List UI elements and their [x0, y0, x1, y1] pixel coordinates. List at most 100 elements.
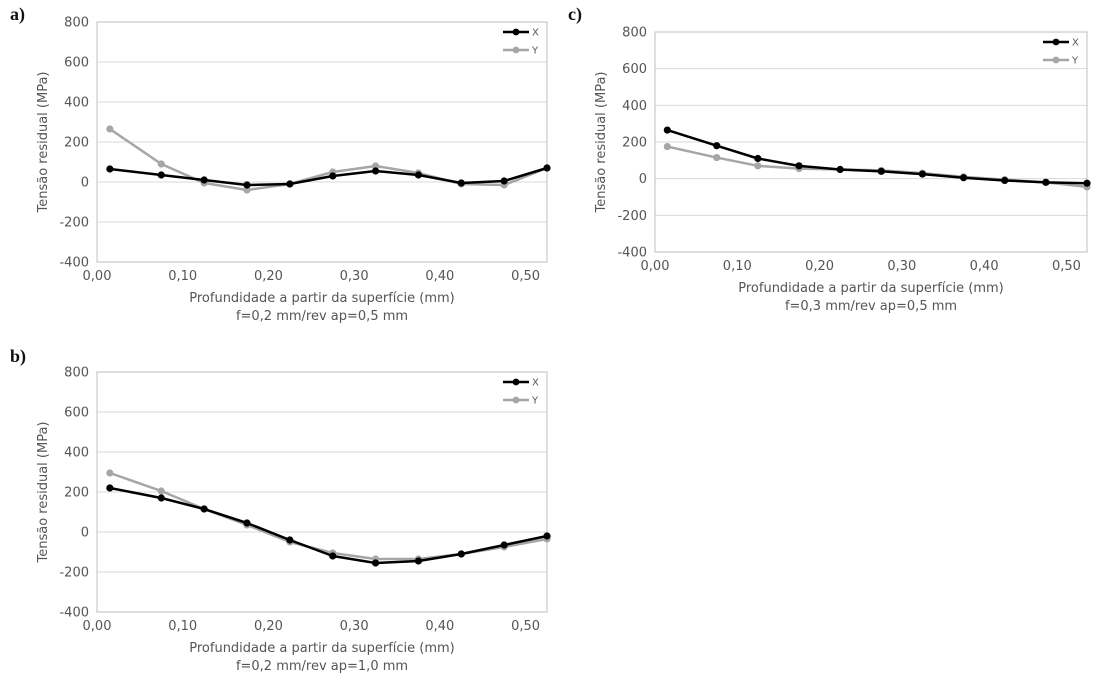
data-point-x	[106, 484, 114, 492]
data-point-x	[1001, 176, 1009, 185]
y-tick-label: 200	[64, 486, 89, 501]
y-tick-label: 0	[81, 176, 89, 191]
chart-subtitle: f=0,2 mm/rev ap=1,0 mm	[236, 659, 408, 674]
chart-subtitle: f=0,3 mm/rev ap=0,5 mm	[785, 299, 957, 314]
data-point-y	[713, 153, 721, 162]
data-point-y	[106, 469, 114, 477]
legend-marker-x	[512, 28, 520, 36]
chart-panel-b: b) -400 -200 0 200 400 600 800 0,00 0,10 0,20 0,30 0…	[10, 346, 551, 674]
data-point-x	[414, 557, 423, 565]
x-tick-label: 0,10	[168, 269, 197, 284]
data-point-x	[329, 552, 337, 560]
data-point-x	[500, 177, 508, 185]
data-point-x	[243, 181, 251, 189]
legend-marker-x	[512, 378, 520, 386]
data-point-x	[200, 176, 208, 184]
y-tick-label: 600	[64, 406, 89, 421]
legend-label: X	[1072, 38, 1079, 49]
x-tick-label: 0,20	[254, 269, 283, 284]
data-point-x	[371, 167, 380, 175]
data-point-x	[543, 164, 551, 172]
legend-label: Y	[531, 46, 539, 57]
y-tick-label: 200	[622, 136, 647, 151]
y-tick-label: 0	[639, 172, 647, 187]
legend-label: Y	[531, 396, 539, 407]
data-point-x	[414, 171, 423, 179]
data-point-x	[663, 126, 671, 134]
legend-label: Y	[1071, 56, 1079, 67]
y-tick-label: -200	[617, 209, 647, 224]
y-axis-title: Tensão residual (MPa)	[36, 71, 51, 213]
y-tick-label: 400	[64, 446, 89, 461]
panel-label: b)	[10, 346, 26, 367]
x-tick-label: 0,20	[254, 619, 283, 634]
data-point-x	[959, 174, 968, 182]
legend-marker-x	[1052, 38, 1060, 46]
x-tick-label: 0,20	[805, 259, 834, 274]
y-tick-label: 200	[64, 136, 89, 151]
x-tick-label: 0,30	[887, 259, 916, 274]
y-tick-label: 800	[64, 366, 89, 381]
x-tick-label: 0,00	[83, 619, 112, 634]
data-point-x	[754, 154, 762, 163]
x-tick-label: 0,50	[511, 619, 540, 634]
y-tick-label: 600	[622, 62, 647, 77]
x-axis-title: Profundidade a partir da superfície (mm)	[189, 291, 455, 306]
data-point-x	[286, 536, 294, 544]
data-point-x	[457, 550, 465, 558]
data-point-x	[157, 494, 165, 502]
data-point-y	[106, 125, 114, 133]
plot-frame	[96, 371, 548, 613]
data-point-x	[200, 505, 208, 513]
data-point-x	[713, 142, 721, 150]
chart-panel-c: c) -400 -200 0 200 400 600 800 0,00 0,10 0,20 0,30 0…	[568, 4, 1091, 314]
legend-label: X	[532, 378, 539, 389]
y-tick-label: 0	[81, 526, 89, 541]
chart-subtitle: f=0,2 mm/rev ap=0,5 mm	[236, 309, 408, 324]
data-point-y	[243, 186, 251, 194]
y-tick-label: 600	[64, 56, 89, 71]
y-axis-title: Tensão residual (MPa)	[36, 421, 51, 563]
chart-panel-a: a) -400 -200 0 200 400 600 800 0,00 0,10 0,20 0,30 0…	[10, 4, 551, 324]
x-tick-label: 0,10	[723, 259, 752, 274]
x-tick-label: 0,40	[425, 619, 454, 634]
data-point-x	[106, 165, 114, 173]
x-tick-label: 0,40	[425, 269, 454, 284]
data-point-y	[754, 162, 762, 170]
panel-label: a)	[10, 4, 25, 25]
series-line-y	[109, 471, 548, 561]
data-point-y	[157, 487, 165, 495]
x-tick-label: 0,50	[511, 269, 540, 284]
data-point-x	[371, 559, 380, 567]
y-tick-label: -400	[617, 246, 647, 261]
data-point-x	[877, 167, 885, 175]
x-tick-label: 0,10	[168, 619, 197, 634]
data-point-x	[543, 532, 551, 540]
data-point-x	[1083, 179, 1091, 187]
y-tick-label: 400	[622, 99, 647, 114]
x-tick-label: 0,00	[83, 269, 112, 284]
y-tick-label: -200	[59, 566, 89, 581]
y-tick-label: 400	[64, 96, 89, 111]
x-tick-label: 0,30	[340, 619, 369, 634]
x-axis-title: Profundidade a partir da superfície (mm)	[738, 281, 1004, 296]
panel-label: c)	[568, 4, 582, 25]
x-tick-label: 0,40	[970, 259, 999, 274]
data-point-x	[1042, 178, 1050, 186]
data-point-x	[457, 179, 465, 187]
legend-marker-y	[512, 396, 520, 404]
y-tick-label: -400	[59, 606, 89, 621]
data-point-y	[371, 162, 380, 170]
x-tick-label: 0,30	[340, 269, 369, 284]
data-point-x	[500, 541, 508, 549]
series-line-x	[666, 128, 1088, 185]
plot-frame	[96, 21, 548, 263]
data-point-x	[918, 170, 927, 178]
data-point-x	[836, 165, 844, 174]
y-tick-label: 800	[622, 26, 647, 41]
legend-label: X	[532, 28, 539, 39]
y-axis-title: Tensão residual (MPa)	[594, 71, 609, 213]
y-tick-label: 800	[64, 16, 89, 31]
data-point-x	[329, 172, 337, 180]
x-axis-title: Profundidade a partir da superfície (mm)	[189, 641, 455, 656]
